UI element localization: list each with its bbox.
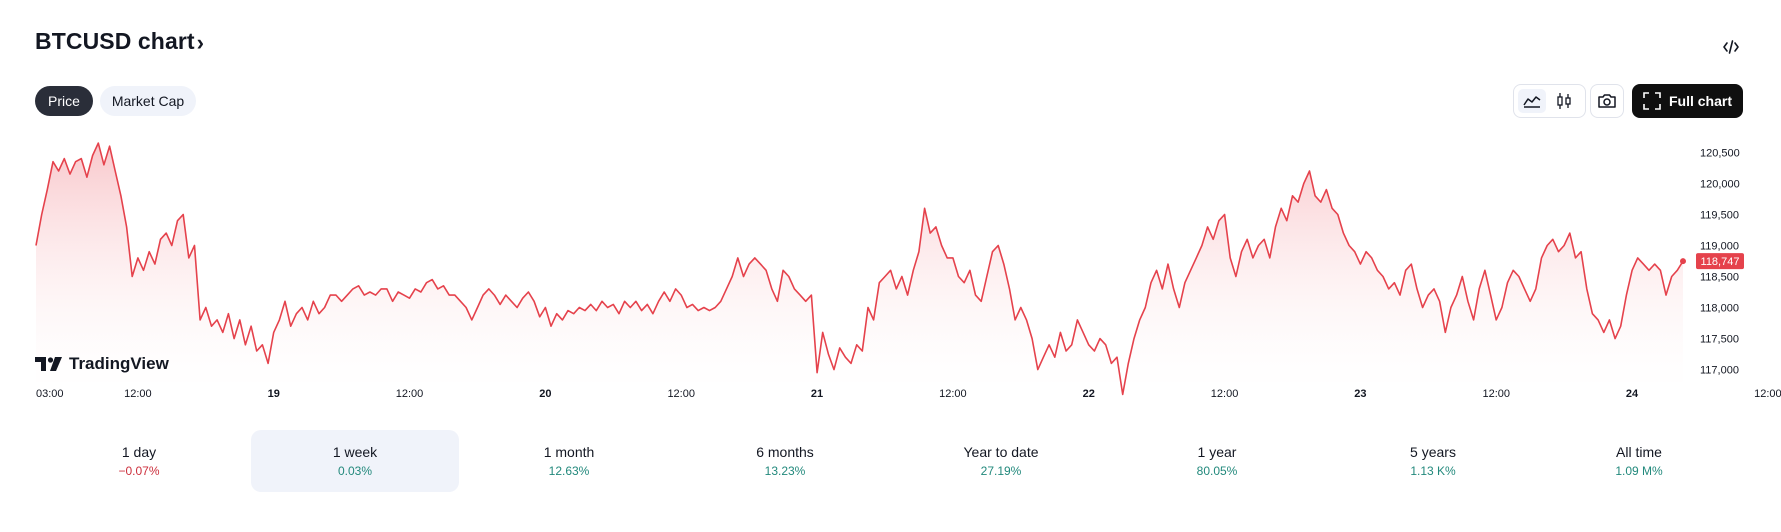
camera-icon[interactable]: [1590, 84, 1624, 118]
x-tick-label: 20: [539, 388, 551, 400]
period-1-day[interactable]: 1 day −0.07%: [35, 430, 243, 492]
period-change: 1.09 M%: [1615, 464, 1663, 478]
period-label: 5 years: [1410, 444, 1456, 460]
period-1-year[interactable]: 1 year 80.05%: [1113, 430, 1321, 492]
chart-style-toggle: [1513, 84, 1586, 118]
chart-title: BTCUSD chart: [35, 28, 195, 54]
full-chart-button[interactable]: Full chart: [1632, 84, 1743, 118]
x-tick-label: 12:00: [1482, 388, 1510, 400]
period-change: 12.63%: [548, 464, 590, 478]
period-selector: 1 day −0.07% 1 week 0.03% 1 month 12.63% 6 …: [35, 430, 1745, 492]
y-tick-label: 117,500: [1700, 334, 1739, 346]
period-year-to-date[interactable]: Year to date 27.19%: [897, 430, 1105, 492]
period-label: All time: [1616, 444, 1662, 460]
x-tick-label: 12:00: [124, 388, 152, 400]
chevron-right-icon: ›: [196, 29, 205, 55]
tradingview-logo: TradingView: [35, 354, 169, 374]
period-label: 6 months: [756, 444, 814, 460]
period-change: 27.19%: [980, 464, 1022, 478]
area-chart-icon[interactable]: [1518, 89, 1546, 113]
period-1-week[interactable]: 1 week 0.03%: [251, 430, 459, 492]
tradingview-logo-text: TradingView: [69, 354, 169, 373]
x-tick-label: 03:00: [36, 388, 64, 400]
period-label: 1 year: [1197, 444, 1237, 460]
chart-title-link[interactable]: BTCUSD chart ›: [35, 28, 204, 55]
period-label: 1 week: [332, 444, 378, 460]
candlestick-icon[interactable]: [1550, 89, 1578, 113]
period-1-month[interactable]: 1 month 12.63%: [465, 430, 673, 492]
period-label: 1 month: [543, 444, 595, 460]
x-tick-label: 12:00: [1754, 388, 1781, 400]
y-tick-label: 119,000: [1700, 240, 1739, 252]
x-tick-label: 24: [1626, 388, 1639, 400]
x-tick-label: 12:00: [1211, 388, 1239, 400]
last-price-point: [1680, 258, 1686, 265]
period-change: 1.13 K%: [1410, 464, 1456, 478]
x-tick-label: 19: [268, 388, 280, 400]
period-label: 1 day: [121, 444, 157, 460]
period-change: 0.03%: [337, 464, 373, 478]
period-change: 80.05%: [1196, 464, 1238, 478]
period-label: Year to date: [963, 444, 1039, 460]
period-6-months[interactable]: 6 months 13.23%: [681, 430, 889, 492]
x-tick-label: 21: [811, 388, 823, 400]
expand-icon: [1643, 92, 1661, 110]
period-5-years[interactable]: 5 years 1.13 K%: [1329, 430, 1537, 492]
x-tick-label: 22: [1083, 388, 1095, 400]
tradingview-logo-icon: [35, 357, 62, 371]
period-change: −0.07%: [118, 464, 160, 478]
period-change: 13.23%: [764, 464, 806, 478]
y-tick-label: 120,000: [1700, 178, 1740, 190]
x-tick-label: 12:00: [396, 388, 424, 400]
x-tick-label: 12:00: [667, 388, 695, 400]
period-all-time[interactable]: All time 1.09 M%: [1535, 430, 1743, 492]
tab-market-cap[interactable]: Market Cap: [100, 86, 196, 116]
x-tick-label: 23: [1354, 388, 1366, 400]
y-tick-label: 118,500: [1700, 272, 1739, 284]
price-chart[interactable]: 117,000 117,500 118,000 118,500 119,000 119,5…: [0, 0, 1781, 420]
y-tick-label: 118,000: [1700, 303, 1739, 315]
tab-price[interactable]: Price: [35, 86, 93, 116]
x-tick-label: 12:00: [939, 388, 967, 400]
y-tick-label: 120,500: [1700, 147, 1740, 159]
full-chart-label: Full chart: [1668, 93, 1732, 109]
last-price-label: 118,747: [1701, 256, 1740, 268]
y-tick-label: 117,000: [1700, 365, 1739, 377]
last-price-badge: [1696, 253, 1744, 270]
y-tick-label: 119,500: [1700, 209, 1739, 221]
price-line: [35, 142, 1684, 396]
code-embed-icon[interactable]: [1718, 36, 1744, 58]
price-area-fill: [36, 143, 1683, 395]
